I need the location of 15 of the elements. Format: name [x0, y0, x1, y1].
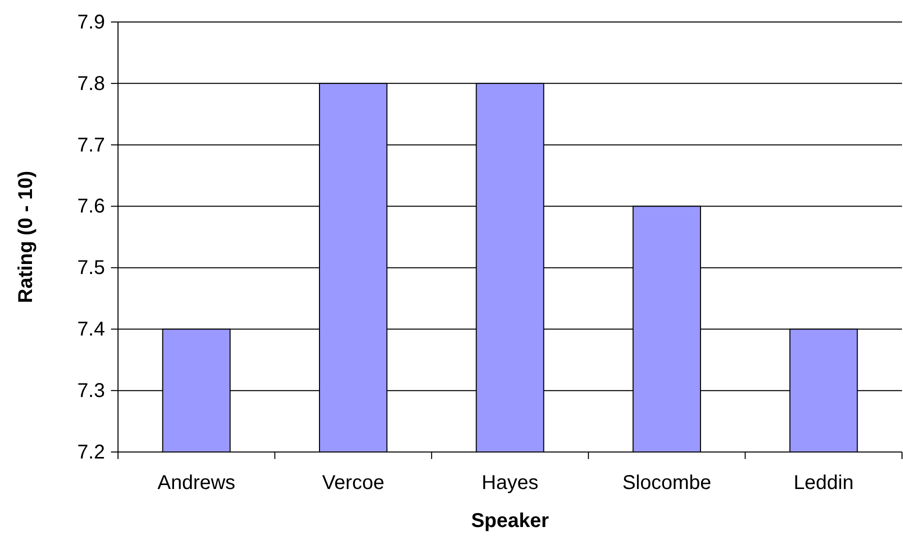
y-tick-label: 7.3: [77, 380, 105, 402]
y-axis-title: Rating (0 - 10): [15, 170, 37, 304]
y-tick-label: 7.4: [77, 318, 105, 341]
x-axis-title: Speaker: [471, 510, 550, 532]
y-tick-label: 7.2: [77, 441, 105, 464]
y-tick-label: 7.7: [77, 134, 105, 156]
x-tick-label: Leddin: [794, 472, 854, 494]
y-tick-label: 7.8: [77, 72, 105, 95]
y-tick-label: 7.6: [77, 196, 105, 218]
x-tick-label: Andrews: [157, 472, 236, 494]
x-tick-label: Vercoe: [322, 472, 384, 494]
y-tick-label: 7.5: [77, 257, 105, 280]
x-tick-label: Slocombe: [622, 472, 712, 494]
y-tick-label: 7.9: [77, 11, 105, 34]
x-tick-label: Hayes: [482, 472, 538, 494]
